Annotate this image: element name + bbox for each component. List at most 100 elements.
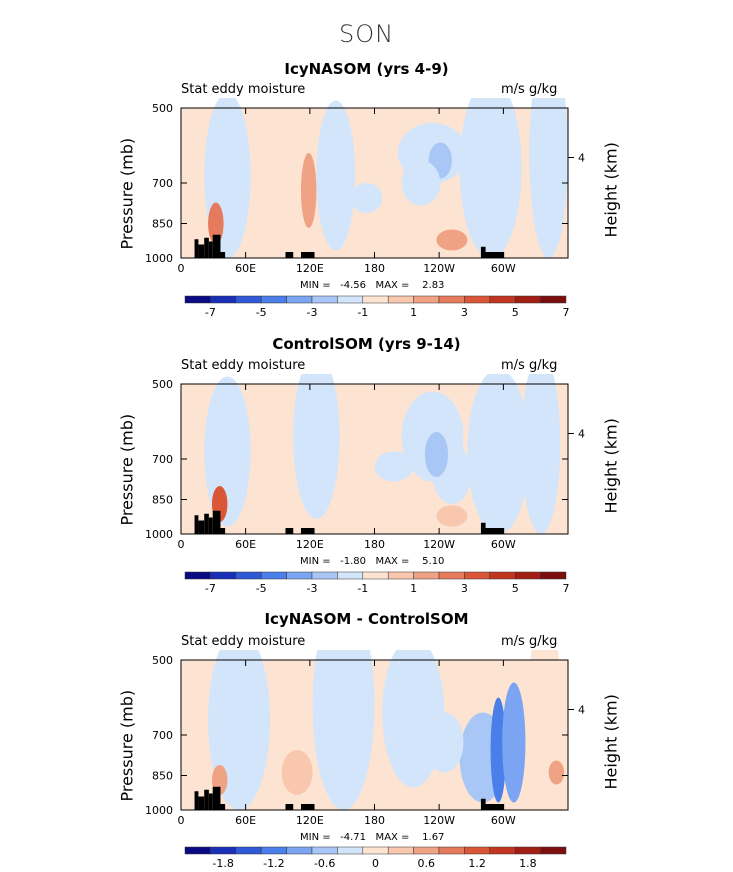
colorbar-label-7: 7 bbox=[563, 582, 570, 595]
y2-tick-label-0: 4 bbox=[578, 428, 585, 441]
y-tick-label-3: 1000 bbox=[145, 528, 173, 541]
field-contour-3 bbox=[459, 98, 522, 258]
field-contour-1 bbox=[316, 100, 356, 251]
colorbar-swatch-10 bbox=[438, 295, 465, 304]
topography-block-0 bbox=[194, 239, 199, 258]
y-tick-label-0: 500 bbox=[152, 102, 173, 115]
x-tick-label-5: 60W bbox=[491, 262, 516, 275]
panel-2-plot: 500 700 850 1000 4 0 60E 120E 180 120W 60W bbox=[145, 374, 585, 551]
colorbar-label-2: -3 bbox=[307, 582, 318, 595]
y-tick-label-2: 850 bbox=[152, 770, 173, 783]
topography-block-1 bbox=[198, 520, 205, 534]
panel-1-minmax: MIN = -4.56 MAX = 2.83 bbox=[300, 280, 445, 291]
colorbar-swatch-2 bbox=[235, 295, 262, 304]
y-tick-label-3: 1000 bbox=[145, 252, 173, 265]
colorbar-swatch-3 bbox=[260, 295, 287, 304]
x-tick-label-2: 120E bbox=[296, 262, 324, 275]
colorbar-swatch-9 bbox=[413, 846, 440, 855]
colorbar-swatch-2 bbox=[235, 846, 262, 855]
colorbar-swatch-10 bbox=[438, 846, 465, 855]
colorbar-swatch-1 bbox=[210, 295, 237, 304]
field-contour-7 bbox=[436, 229, 468, 251]
topography-block-3 bbox=[208, 793, 213, 810]
panel-2-colorbar: -7 -5 -3 -1 1 3 5 7 bbox=[184, 571, 570, 595]
field-contour-1 bbox=[312, 650, 375, 810]
topography-block-7 bbox=[300, 528, 315, 534]
colorbar-swatch-3 bbox=[260, 571, 287, 580]
topography-block-1 bbox=[198, 244, 205, 258]
panel-3-minmax: MIN = -4.71 MAX = 1.67 bbox=[300, 832, 445, 843]
panel-3-plot: 500 700 850 1000 4 0 60E 120E 180 120W 60W bbox=[145, 650, 585, 827]
colorbar-swatch-1 bbox=[210, 846, 237, 855]
colorbar-label-4: 0.6 bbox=[418, 857, 436, 870]
field-contour-0 bbox=[204, 376, 251, 527]
colorbar-swatch-1 bbox=[210, 571, 237, 580]
topography-block-5 bbox=[220, 528, 226, 534]
topography-block-9 bbox=[484, 804, 505, 810]
panel-3-colorbar: -1.8 -1.2 -0.6 0 0.6 1.2 1.8 bbox=[184, 846, 567, 870]
colorbar-swatch-3 bbox=[260, 846, 287, 855]
page-title: SON bbox=[338, 20, 395, 48]
panel-1-plot: 500 700 850 1000 4 0 60E 120E 180 120W 60W bbox=[145, 98, 585, 275]
panel-2-title: ControlSOM (yrs 9-14) bbox=[272, 335, 461, 353]
x-tick-label-0: 0 bbox=[178, 262, 185, 275]
x-tick-label-3: 180 bbox=[364, 262, 385, 275]
topography-block-6 bbox=[285, 252, 294, 258]
y2-tick-label-0: 4 bbox=[578, 152, 585, 165]
colorbar-swatch-8 bbox=[387, 571, 414, 580]
colorbar-swatch-4 bbox=[286, 846, 313, 855]
colorbar-swatch-7 bbox=[362, 571, 389, 580]
y-tick-label-0: 500 bbox=[152, 654, 173, 667]
panel-1-field-label: Stat eddy moisture bbox=[181, 82, 306, 97]
topography-block-6 bbox=[285, 804, 294, 810]
panel-2-units: m/s g/kg bbox=[501, 358, 558, 373]
colorbar-swatch-9 bbox=[413, 571, 440, 580]
topography-block-8 bbox=[480, 522, 486, 534]
colorbar-label-3: -1 bbox=[357, 306, 368, 319]
colorbar-label-3: -1 bbox=[357, 582, 368, 595]
field-contour-9 bbox=[374, 451, 414, 482]
y-tick-label-3: 1000 bbox=[145, 804, 173, 817]
colorbar-label-5: 3 bbox=[461, 582, 468, 595]
field-contour-6 bbox=[529, 650, 561, 765]
x-tick-label-1: 60E bbox=[235, 262, 256, 275]
panel-3-field-label: Stat eddy moisture bbox=[181, 634, 306, 649]
y-tick-label-0: 500 bbox=[152, 378, 173, 391]
panel-3-units: m/s g/kg bbox=[501, 634, 558, 649]
x-tick-label-5: 60W bbox=[491, 538, 516, 551]
x-tick-label-0: 0 bbox=[178, 814, 185, 827]
topography-block-0 bbox=[194, 515, 199, 534]
field-contour-8 bbox=[208, 202, 224, 245]
topography-block-1 bbox=[198, 796, 205, 810]
field-contour-1 bbox=[293, 374, 340, 519]
panel-2-field-label: Stat eddy moisture bbox=[181, 358, 306, 373]
colorbar-swatch-4 bbox=[286, 295, 313, 304]
topography-block-9 bbox=[484, 252, 505, 258]
y-tick-label-2: 850 bbox=[152, 494, 173, 507]
colorbar-label-4: 1 bbox=[410, 582, 417, 595]
topography-block-2 bbox=[204, 789, 209, 810]
topography-block-2 bbox=[204, 513, 209, 534]
colorbar-swatch-13 bbox=[514, 571, 541, 580]
topography-block-3 bbox=[208, 517, 213, 534]
x-tick-label-2: 120E bbox=[296, 814, 324, 827]
colorbar-swatch-10 bbox=[438, 571, 465, 580]
field-contour-8 bbox=[281, 750, 313, 795]
x-tick-label-5: 60W bbox=[491, 814, 516, 827]
y-tick-label-1: 700 bbox=[152, 729, 173, 742]
colorbar-swatch-5 bbox=[311, 295, 338, 304]
x-tick-label-4: 120W bbox=[423, 538, 455, 551]
topography-block-2 bbox=[204, 237, 209, 258]
panel-1-title: IcyNASOM (yrs 4-9) bbox=[284, 60, 449, 78]
colorbar-label-2: -0.6 bbox=[314, 857, 335, 870]
colorbar-swatch-0 bbox=[184, 846, 211, 855]
topography-block-6 bbox=[285, 528, 294, 534]
topography-block-8 bbox=[480, 246, 486, 258]
colorbar-swatch-14 bbox=[540, 295, 567, 304]
colorbar-label-4: 1 bbox=[410, 306, 417, 319]
colorbar-label-1: -5 bbox=[256, 306, 267, 319]
field-contour-9 bbox=[401, 160, 441, 206]
panel-1-units: m/s g/kg bbox=[501, 82, 558, 97]
colorbar-swatch-6 bbox=[337, 571, 364, 580]
colorbar-swatch-8 bbox=[387, 295, 414, 304]
